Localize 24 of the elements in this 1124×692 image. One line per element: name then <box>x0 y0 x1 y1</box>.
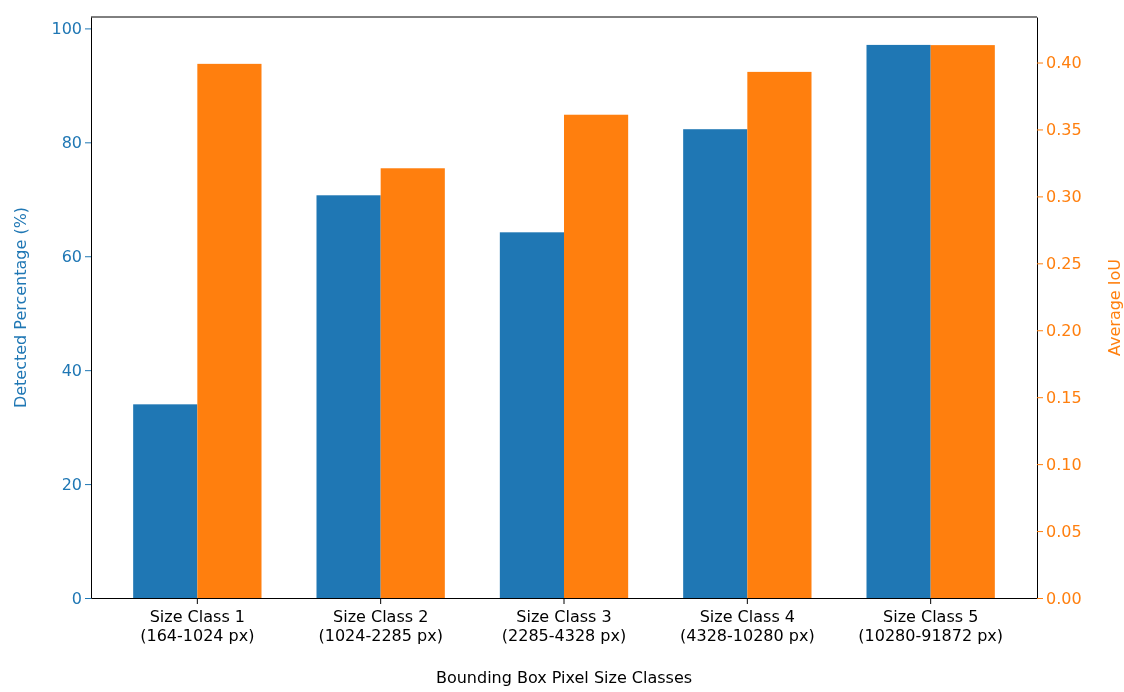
y2-axis-title: Average IoU <box>1105 258 1124 357</box>
x-tick-label: Size Class 3 (2285-4328 px) <box>501 607 627 645</box>
y2-tick-label: 0.10 <box>1046 454 1082 474</box>
y-tick-label: 20 <box>61 474 82 494</box>
x-axis-title: Bounding Box Pixel Size Classes <box>435 668 693 687</box>
bar <box>197 63 262 598</box>
x-tick-label: Size Class 2 (1024-2285 px) <box>318 607 443 645</box>
y-tick-label: 60 <box>61 246 82 266</box>
y-tick-label: 40 <box>61 360 82 380</box>
y2-tick-label: 0.15 <box>1046 387 1082 407</box>
y2-tick-label: 0.00 <box>1046 588 1082 608</box>
x-tick-label: Size Class 1 (164-1024 px) <box>140 607 255 645</box>
y-tick-label: 0 <box>71 588 82 608</box>
y-tick-label: 100 <box>51 19 82 39</box>
y2-tick-label: 0.30 <box>1046 187 1082 207</box>
y2-tick-label: 0.05 <box>1046 521 1082 541</box>
y2-tick-label: 0.35 <box>1046 120 1082 140</box>
x-tick-label: Size Class 4 (4328-10280 px) <box>680 607 815 645</box>
y2-tick-label: 0.25 <box>1046 253 1082 273</box>
y-axis-title: Detected Percentage (%) <box>11 206 30 409</box>
y2-tick-label: 0.20 <box>1046 320 1082 340</box>
x-tick-label: Size Class 5 (10280-91872 px) <box>858 607 1004 645</box>
y-tick-label: 80 <box>61 132 82 152</box>
y2-tick-label: 0.40 <box>1046 53 1082 73</box>
